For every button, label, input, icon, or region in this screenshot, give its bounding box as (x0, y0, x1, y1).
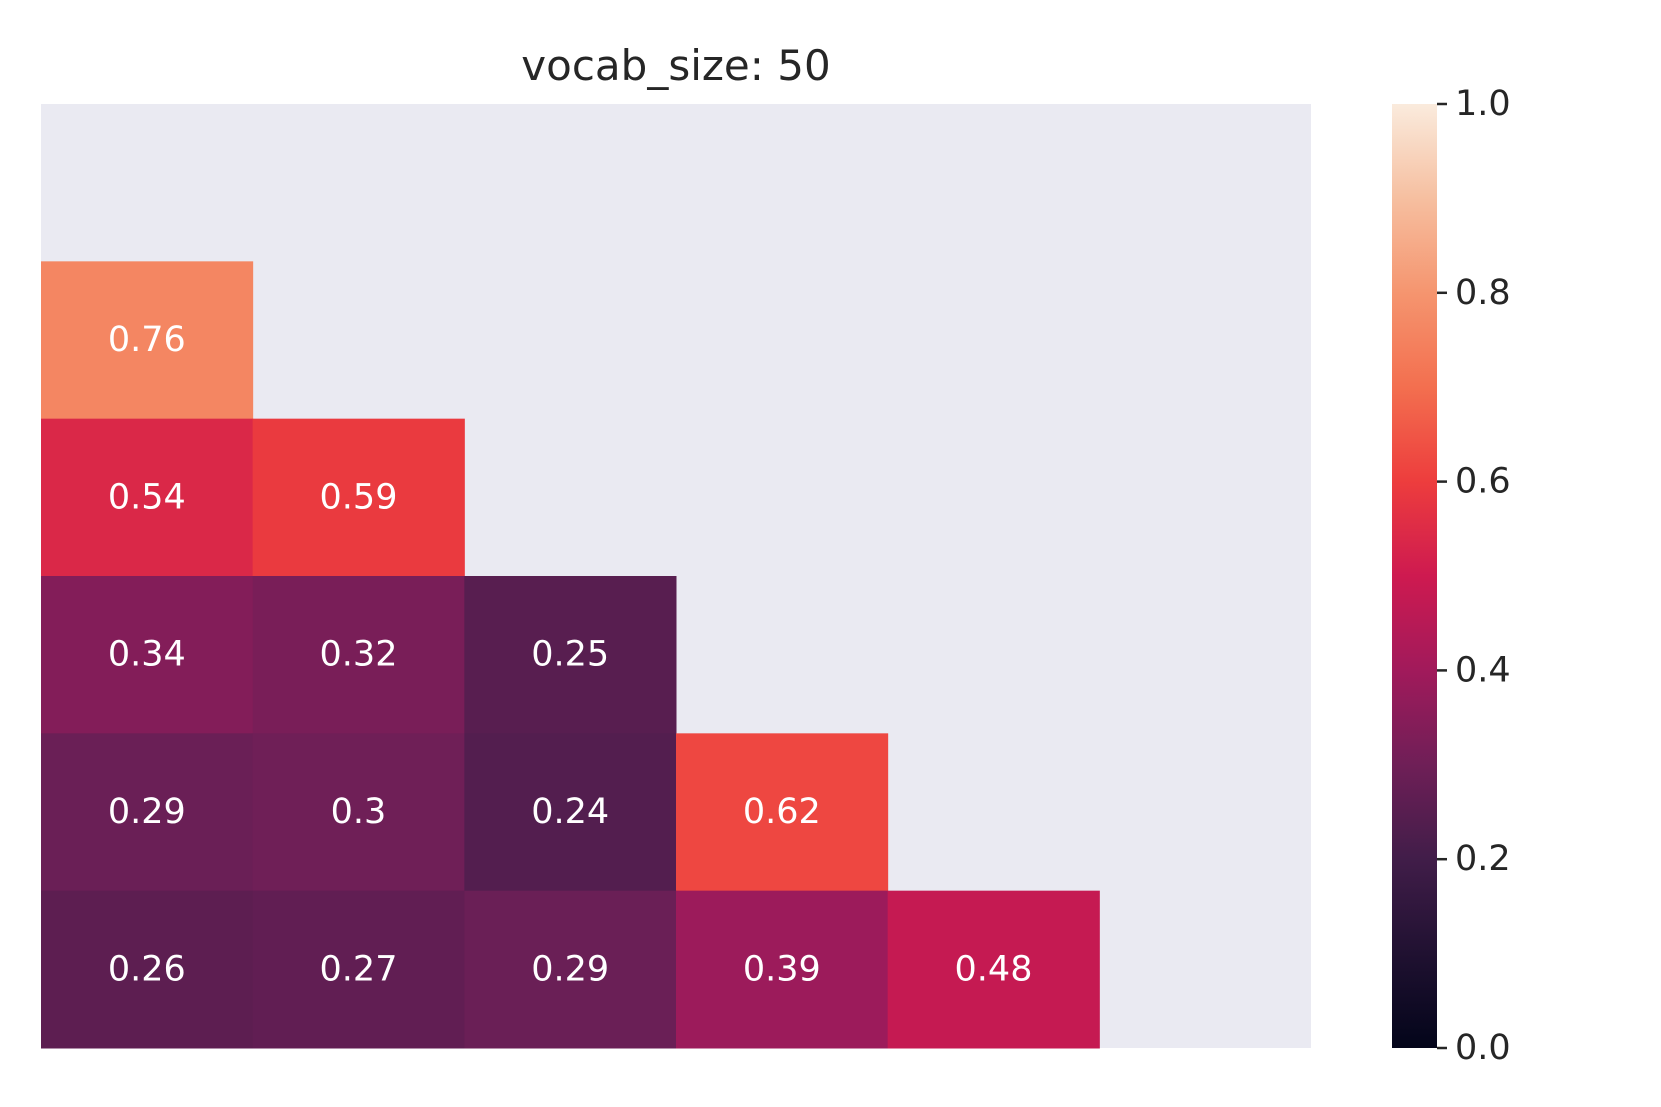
colorbar-tick-label: 0.8 (1455, 273, 1511, 313)
colorbar-tick-label: 0.0 (1455, 1028, 1511, 1068)
heatmap-cell (464, 733, 677, 892)
cell-annotation: 0.34 (108, 635, 186, 675)
colorbar-tick-label: 0.2 (1455, 839, 1511, 879)
heatmap-cell (41, 733, 254, 892)
heatmap-cell (41, 418, 254, 577)
heatmap-cell (464, 576, 677, 734)
heatmap-cells (41, 261, 1100, 1049)
cell-annotation: 0.76 (108, 320, 186, 360)
cell-annotation: 0.62 (743, 792, 821, 832)
cell-annotation: 0.48 (955, 949, 1033, 989)
heatmap-cell (252, 733, 465, 892)
heatmap-cell (252, 576, 465, 734)
heatmap-cell (41, 261, 254, 420)
colorbar-tick-label: 0.6 (1455, 462, 1511, 502)
cell-annotation: 0.26 (108, 949, 186, 989)
heatmap-cell (464, 890, 677, 1049)
cell-annotation: 0.29 (531, 949, 609, 989)
cell-annotation: 0.27 (320, 949, 398, 989)
cell-annotation: 0.54 (108, 477, 186, 517)
cell-annotation: 0.29 (108, 792, 186, 832)
heatmap-cell (41, 576, 254, 734)
heatmap-annotations: 0.76 0.54 0.59 0.34 0.32 0.25 0.29 0.3 0.24 0.62 0… (108, 320, 1033, 989)
colorbar-tick-label: 1.0 (1455, 84, 1511, 124)
chart-title: vocab_size: 50 (521, 41, 830, 90)
heatmap-cell (252, 890, 465, 1049)
cell-annotation: 0.39 (743, 949, 821, 989)
heatmap-cell (41, 890, 254, 1049)
cell-annotation: 0.25 (531, 635, 609, 675)
heatmap-cell (252, 418, 465, 577)
heatmap-cell (676, 733, 889, 892)
heatmap-cell (887, 890, 1100, 1049)
colorbar (1392, 104, 1437, 1048)
cell-annotation: 0.32 (320, 635, 398, 675)
colorbar-ticks: 0.0 0.2 0.4 0.6 0.8 1.0 (1437, 84, 1511, 1068)
cell-annotation: 0.24 (531, 792, 609, 832)
heatmap-cell (676, 890, 889, 1049)
cell-annotation: 0.59 (320, 477, 398, 517)
cell-annotation: 0.3 (331, 792, 387, 832)
colorbar-tick-label: 0.4 (1455, 650, 1511, 690)
